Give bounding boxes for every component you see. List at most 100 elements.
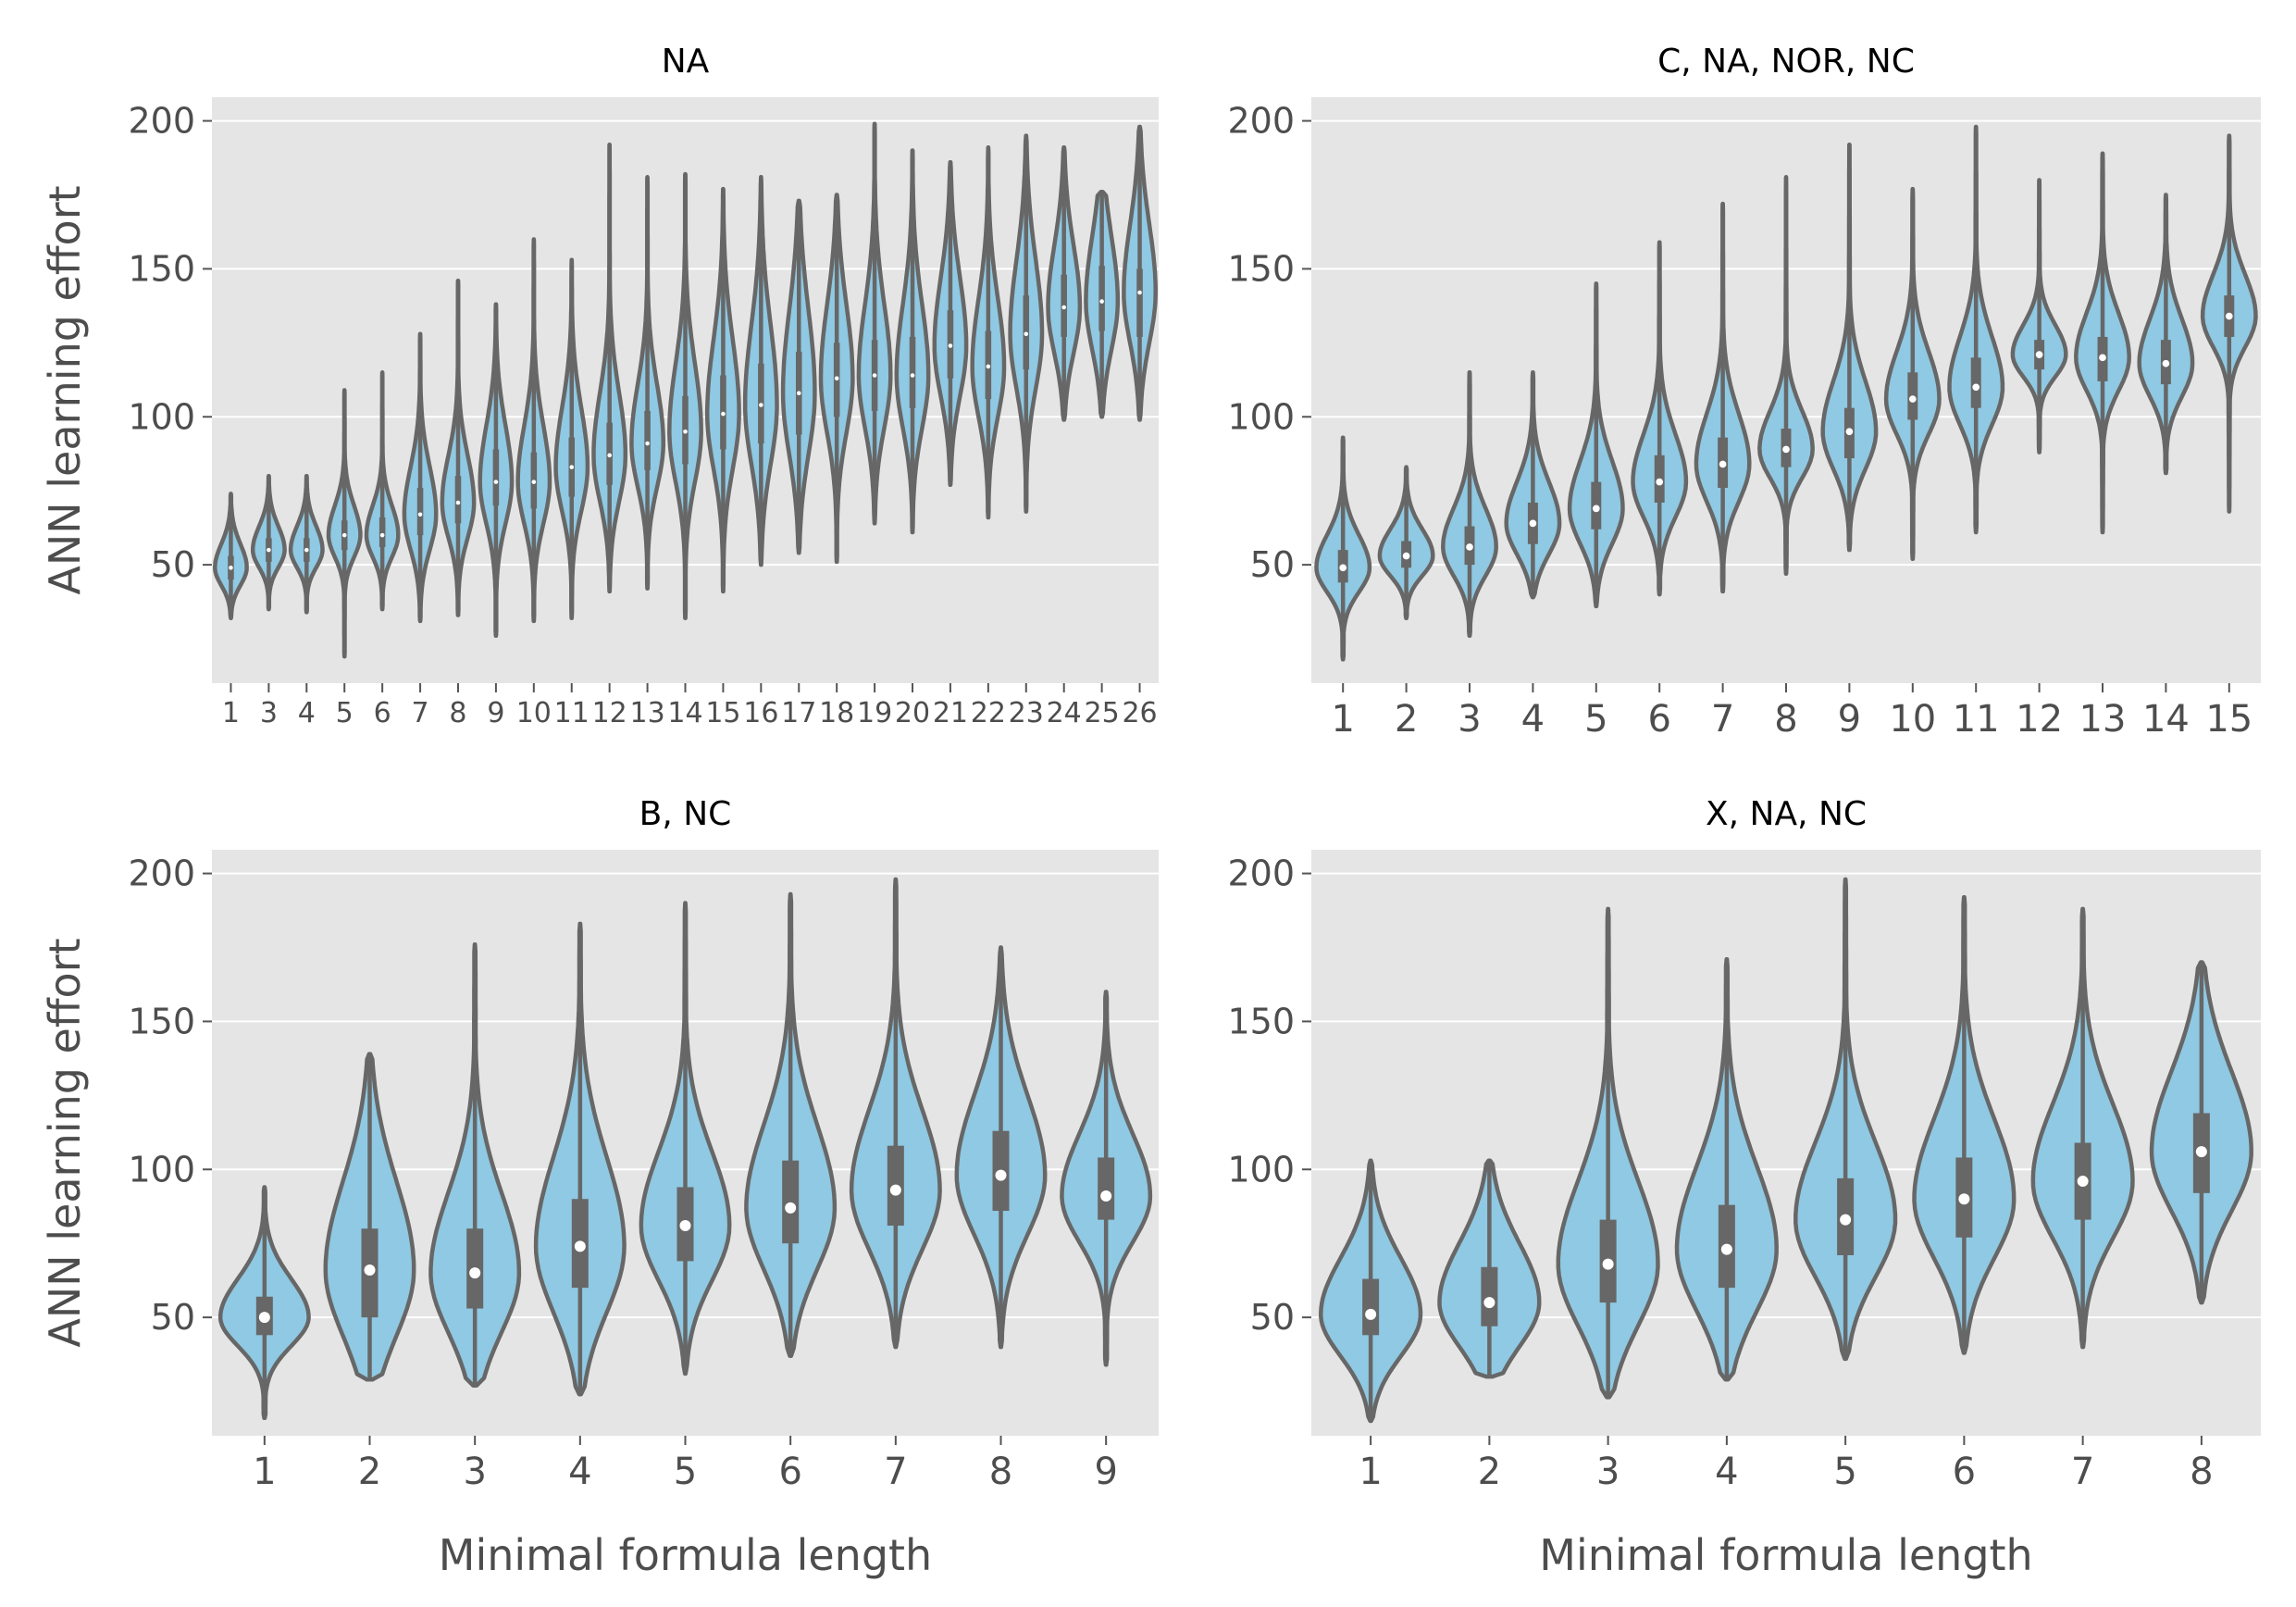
violin-10 (1883, 186, 1942, 561)
median-dot (1656, 478, 1664, 486)
x-tick-label: 13 (2079, 698, 2127, 741)
violin-12 (2010, 178, 2068, 455)
x-tick-label: 9 (487, 697, 504, 729)
x-tick-label: 2 (1395, 698, 1418, 741)
x-tick-label: 15 (705, 697, 740, 729)
violin-11 (1947, 124, 2005, 535)
x-tick-label: 1 (1359, 1451, 1382, 1493)
x-tick-label: 14 (2142, 698, 2190, 741)
median-dot (493, 480, 499, 484)
violin-6 (1912, 894, 2017, 1355)
median-dot (1061, 305, 1066, 310)
median-dot (1720, 1243, 1732, 1255)
iqr-box (492, 449, 500, 506)
violin-4 (288, 473, 325, 615)
y-tick-label: 50 (1250, 544, 1295, 585)
iqr-box (379, 517, 386, 547)
median-dot (607, 453, 612, 458)
median-dot (1845, 428, 1854, 436)
violin-5 (1793, 877, 1898, 1362)
violin-8 (2149, 960, 2253, 1305)
x-tick-label: 5 (336, 697, 354, 729)
violin-14 (667, 171, 703, 620)
x-tick-label: 5 (674, 1451, 697, 1493)
x-tick-label: 1 (253, 1451, 276, 1493)
x-tick-label: 17 (781, 697, 816, 729)
violin-7 (849, 877, 942, 1350)
violin-15 (2200, 133, 2258, 514)
x-tick-label: 24 (1047, 697, 1082, 729)
median-dot (1972, 383, 1980, 392)
violin-16 (742, 175, 779, 567)
violin-22 (970, 145, 1007, 520)
median-dot (304, 547, 309, 553)
violin-7 (1694, 201, 1752, 594)
iqr-box (454, 476, 462, 524)
x-tick-label: 3 (1596, 1451, 1620, 1493)
x-tick-label: 7 (884, 1451, 907, 1493)
violin-12 (591, 142, 628, 594)
iqr-box (782, 1160, 800, 1244)
median-dot (2225, 312, 2233, 320)
violin-2 (323, 1052, 416, 1382)
median-dot (2077, 1176, 2089, 1188)
median-dot (645, 441, 650, 446)
y-tick-label: 50 (151, 1297, 195, 1338)
panel-4: 50 100 150 200 X, NA, NC Minimal formula leng… (1227, 795, 2261, 1580)
iqr-box (644, 410, 651, 470)
violin-17 (780, 198, 817, 555)
x-tick-label: 23 (1009, 697, 1044, 729)
x-tick-label: 4 (568, 1451, 591, 1493)
panel-title: X, NA, NC (1706, 795, 1867, 833)
median-dot (1840, 1214, 1852, 1226)
iqr-box (1362, 1278, 1380, 1336)
violin-3 (1441, 370, 1498, 639)
y-tick-label: 100 (128, 396, 195, 437)
median-dot (267, 547, 271, 553)
violin-6 (364, 370, 401, 612)
iqr-box (1970, 357, 1981, 408)
x-tick-label: 6 (1647, 698, 1670, 741)
median-dot (910, 373, 915, 378)
x-axis-label: Minimal formula length (439, 1530, 932, 1580)
violin-8 (1757, 175, 1815, 576)
violin-4 (533, 921, 627, 1397)
median-dot (2162, 359, 2170, 367)
x-tick-label: 3 (463, 1451, 486, 1493)
y-axis-label: ANN learning effort (40, 185, 90, 594)
x-tick-label: 16 (743, 697, 778, 729)
median-dot (1137, 290, 1142, 295)
violin-9 (1060, 990, 1153, 1367)
violin-5 (326, 388, 363, 659)
median-dot (796, 391, 801, 395)
violin-19 (856, 121, 893, 526)
x-tick-label: 8 (989, 1451, 1012, 1493)
violin-24 (1046, 145, 1083, 422)
y-axis-label: ANN learning effort (40, 938, 90, 1347)
x-tick-label: 5 (1584, 698, 1607, 741)
violin-4 (1674, 957, 1779, 1382)
violin-9 (1820, 142, 1879, 553)
median-dot (1782, 445, 1790, 454)
violin-14 (2137, 193, 2195, 476)
y-tick-label: 150 (1227, 1001, 1295, 1041)
iqr-box (416, 488, 424, 536)
x-tick-label: 5 (1833, 1451, 1856, 1493)
violin-26 (1122, 124, 1158, 422)
median-dot (531, 480, 537, 484)
x-tick-label: 6 (778, 1451, 801, 1493)
violin-5 (1567, 281, 1625, 609)
x-tick-label: 8 (1774, 698, 1797, 741)
y-tick-label: 100 (1227, 1149, 1295, 1190)
x-tick-label: 6 (374, 697, 391, 729)
x-tick-label: 8 (2190, 1451, 2213, 1493)
median-dot (1365, 1308, 1377, 1320)
violin-1 (1319, 1158, 1423, 1424)
x-tick-label: 11 (1953, 698, 2000, 741)
violin-1 (217, 1185, 311, 1421)
y-tick-label: 150 (128, 1001, 195, 1041)
violin-2 (1377, 465, 1435, 620)
